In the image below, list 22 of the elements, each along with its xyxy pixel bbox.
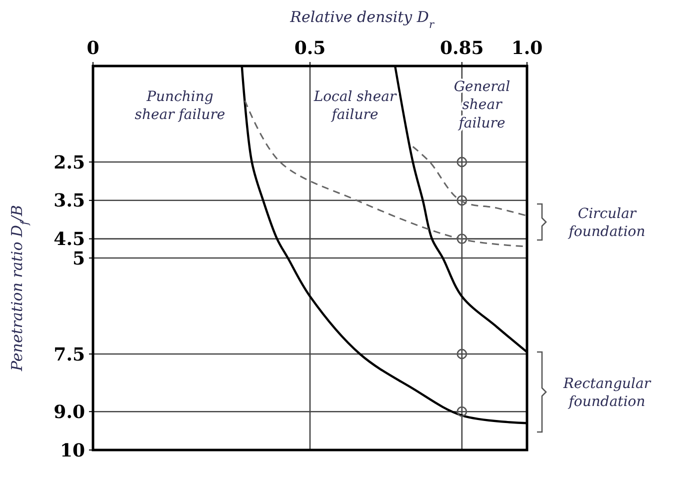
y-tick-label: 5: [72, 248, 85, 270]
point: [456, 348, 468, 360]
x-axis-title: Relative density D$_{r}$: [289, 8, 435, 31]
annotation: Local shear failure: [312, 88, 398, 124]
y-tick-label: 10: [60, 440, 85, 462]
y-tick-label: 7.5: [54, 344, 85, 366]
y-tick-label: 9.0: [54, 402, 85, 423]
x-tick-label: 0.5: [294, 38, 326, 59]
text: Circular foundation: [568, 206, 646, 240]
y-tick-label: 4.5: [54, 229, 85, 250]
y-tick-label: 2.5: [54, 152, 85, 174]
point: [456, 234, 468, 244]
text: Rectangular foundation: [562, 376, 652, 410]
x-tick-label: 0.85: [440, 38, 484, 59]
line-series: [412, 146, 528, 217]
y-tick-label: 3.5: [54, 190, 85, 212]
x-tick-label: 1.0: [511, 38, 543, 59]
point: [456, 156, 468, 168]
annotation: Punching shear failure: [134, 88, 226, 124]
point: [456, 195, 468, 206]
point: [456, 406, 468, 417]
x-tick-label: 0: [86, 38, 100, 59]
